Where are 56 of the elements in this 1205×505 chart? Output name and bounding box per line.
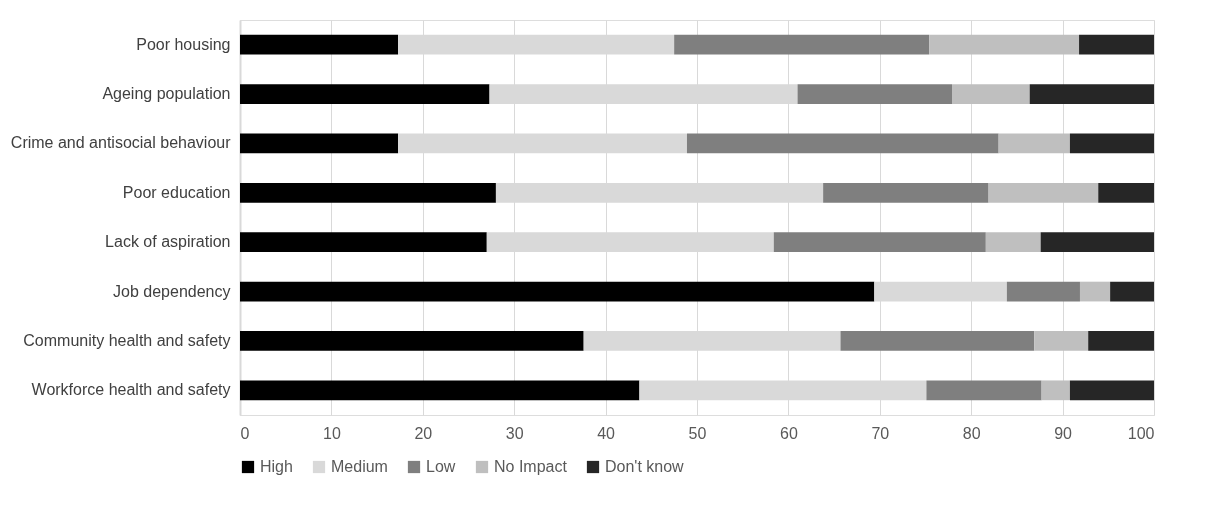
- y-tick-label: Workforce health and safety: [31, 381, 231, 399]
- bar: [929, 34, 1080, 55]
- bar: [998, 133, 1070, 154]
- bar: [240, 380, 640, 401]
- bar: [985, 232, 1041, 253]
- bar: [1029, 84, 1154, 104]
- y-tick-label: Crime and antisocial behaviour: [10, 134, 232, 152]
- bar: [1079, 281, 1111, 302]
- x-tick-label: 70: [871, 424, 890, 442]
- y-tick-label: Community health and safety: [23, 331, 231, 349]
- y-tick-label: Poor housing: [136, 35, 231, 53]
- bar: [240, 331, 584, 351]
- bar: [952, 84, 1030, 104]
- y-tick-label: Job dependency: [113, 282, 231, 300]
- bar: [240, 84, 490, 104]
- x-tick-label: 60: [780, 424, 798, 442]
- bar: [240, 232, 487, 253]
- x-tick-label: 90: [1054, 424, 1073, 442]
- x-tick-label: 100: [1127, 424, 1155, 442]
- bar: [1098, 182, 1154, 203]
- legend-label: Don't know: [605, 458, 685, 475]
- y-tick-label: Lack of aspiration: [105, 233, 231, 251]
- bar: [1006, 281, 1080, 302]
- legend-label: Low: [426, 458, 456, 475]
- bar: [240, 34, 399, 55]
- bar: [1079, 34, 1154, 55]
- bar: [686, 133, 999, 154]
- bar: [1069, 380, 1154, 401]
- bar: [1034, 331, 1089, 351]
- legend-label: No Impact: [494, 458, 568, 475]
- bar: [988, 182, 1099, 203]
- bar: [674, 34, 930, 55]
- y-tick-label: Ageing population: [102, 85, 231, 103]
- x-tick-label: 50: [688, 424, 707, 442]
- y-tick-label: Poor education: [122, 183, 231, 201]
- bar: [1069, 133, 1154, 154]
- bar: [240, 133, 399, 154]
- bar: [926, 380, 1042, 401]
- bar: [240, 281, 875, 302]
- x-tick-label: 10: [323, 424, 341, 442]
- x-tick-label: 80: [962, 424, 981, 442]
- legend-label: High: [260, 458, 293, 475]
- bar: [823, 182, 989, 203]
- bar: [797, 84, 953, 104]
- bar: [1088, 331, 1154, 351]
- bar: [1110, 281, 1154, 302]
- x-tick-label: 40: [597, 424, 616, 442]
- x-tick-label: 0: [240, 424, 250, 442]
- bar: [773, 232, 986, 253]
- x-tick-label: 20: [414, 424, 433, 442]
- bar: [1041, 380, 1070, 401]
- bar: [1040, 232, 1154, 253]
- bar: [840, 331, 1035, 351]
- x-tick-label: 30: [505, 424, 524, 442]
- bar: [240, 182, 496, 203]
- legend-label: Medium: [331, 458, 388, 475]
